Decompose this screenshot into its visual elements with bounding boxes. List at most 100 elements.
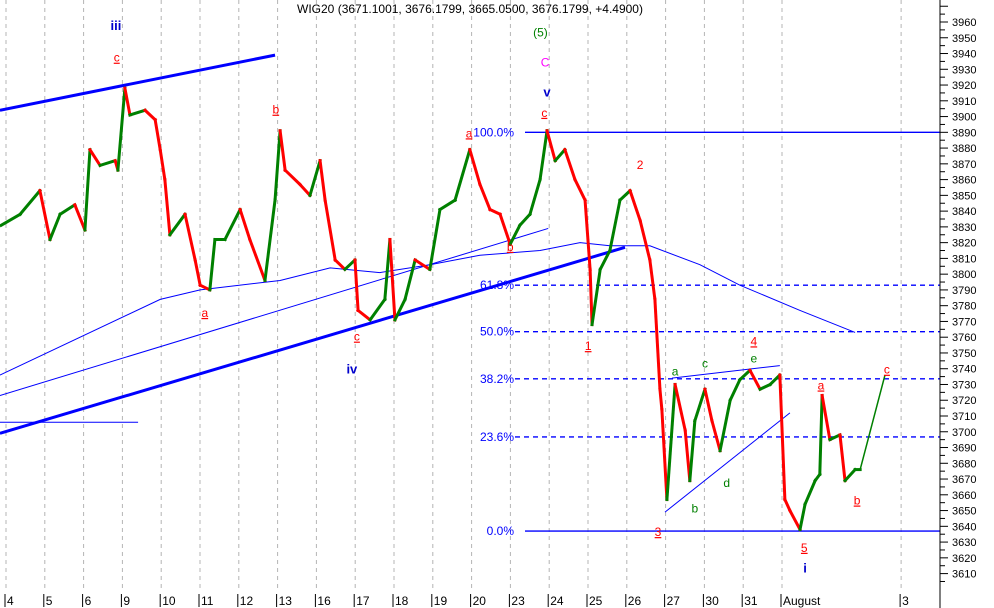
price-segment — [827, 432, 842, 442]
price-segment — [692, 387, 707, 423]
wave-label: iii — [111, 18, 122, 33]
fib-label: 23.6% — [480, 430, 514, 444]
price-segment — [638, 218, 652, 262]
price-segment — [803, 478, 818, 507]
trendlines — [0, 53, 791, 513]
price-segment — [818, 393, 824, 476]
wave-label: b — [854, 494, 861, 508]
price-segment — [768, 372, 782, 387]
x-tick-label: 16 — [317, 594, 331, 608]
wave-label: d — [723, 476, 730, 490]
y-tick-label: 3920 — [952, 80, 976, 92]
price-segment — [167, 212, 188, 237]
price-segment — [123, 86, 132, 117]
price-segment — [838, 433, 847, 483]
x-tick-label: 6 — [85, 594, 92, 608]
price-segment — [183, 212, 197, 262]
x-tick-label: 3 — [902, 594, 909, 608]
trendline — [0, 53, 276, 112]
x-tick-label: 12 — [240, 594, 254, 608]
x-tick-label: 20 — [473, 594, 487, 608]
price-segment — [538, 129, 549, 182]
projection-line — [859, 374, 886, 470]
x-tick-label: 30 — [705, 594, 719, 608]
y-tick-label: 3820 — [952, 238, 976, 250]
wave-label: c — [702, 356, 708, 370]
wave-label: a — [201, 306, 208, 320]
price-segment — [323, 198, 337, 262]
price-segment — [238, 207, 252, 242]
price-segment — [508, 223, 522, 247]
wave-label: b — [272, 103, 279, 117]
y-tick-label: 3720 — [952, 395, 976, 407]
gridlines — [5, 0, 902, 590]
price-segment — [590, 267, 602, 327]
price-segment — [782, 497, 792, 513]
y-tick-label: 3860 — [952, 175, 976, 187]
price-segment — [572, 177, 588, 203]
price-segment — [553, 147, 568, 163]
wave-label: 3 — [655, 525, 662, 539]
y-tick-label: 3670 — [952, 474, 976, 486]
y-tick-label: 3710 — [952, 411, 976, 423]
y-tick-label: 3700 — [952, 427, 976, 439]
price-segment — [747, 368, 763, 392]
price-segment — [798, 502, 807, 532]
x-tick-label: August — [783, 594, 821, 608]
price-segment — [283, 168, 303, 187]
y-tick-label: 3610 — [952, 569, 976, 581]
price-segment — [498, 212, 513, 247]
x-tick-label: 4 — [7, 594, 14, 608]
x-tick-label: 25 — [589, 594, 603, 608]
wave-label: c — [884, 363, 890, 377]
wave-label: a — [672, 364, 679, 378]
price-segment — [58, 202, 77, 217]
y-tick-label: 3900 — [952, 112, 976, 124]
x-tick-label: 13 — [279, 594, 293, 608]
price-segment — [368, 297, 387, 322]
price-segment — [142, 108, 158, 122]
wave-label: i — [803, 560, 807, 575]
wave-label: 5 — [801, 541, 808, 555]
wave-label: 4 — [750, 334, 757, 348]
y-tick-label: 3930 — [952, 64, 976, 76]
price-segment — [778, 373, 787, 502]
price-segment — [353, 258, 360, 312]
y-tick-label: 3780 — [952, 301, 976, 313]
price-segment — [278, 129, 287, 172]
chart-title: WIG20 (3671.1001, 3676.1799, 3665.0500, … — [297, 2, 643, 16]
wave-label: a — [818, 378, 825, 392]
price-segment — [308, 158, 322, 198]
price-segment — [653, 297, 662, 391]
wave-label: v — [543, 84, 551, 99]
price-segment — [198, 283, 212, 292]
price-segment — [83, 148, 92, 232]
price-series — [0, 86, 886, 532]
price-segment — [342, 257, 358, 272]
price-segment — [598, 248, 612, 272]
price-segment — [583, 198, 592, 272]
x-tick-label: 11 — [201, 594, 214, 608]
y-tick-label: 3810 — [952, 253, 976, 265]
price-segment — [658, 387, 664, 412]
price-segment — [163, 177, 172, 237]
price-segment — [477, 182, 492, 212]
y-tick-label: 3650 — [952, 506, 976, 518]
y-tick-label: 3640 — [952, 521, 976, 533]
price-segment — [318, 159, 327, 202]
y-tick-label: 3620 — [952, 553, 976, 565]
wave-label: iv — [346, 362, 358, 377]
wave-label: 2 — [637, 158, 644, 172]
price-segment — [617, 188, 633, 203]
y-tick-label: 3630 — [952, 537, 976, 549]
price-segment — [392, 297, 408, 322]
price-segment — [388, 237, 397, 322]
price-segment — [208, 237, 217, 292]
y-tick-label: 3870 — [952, 159, 976, 171]
y-tick-label: 3660 — [952, 490, 976, 502]
price-segment — [628, 188, 643, 223]
x-tick-label: 18 — [395, 594, 409, 608]
price-segment — [193, 258, 202, 287]
